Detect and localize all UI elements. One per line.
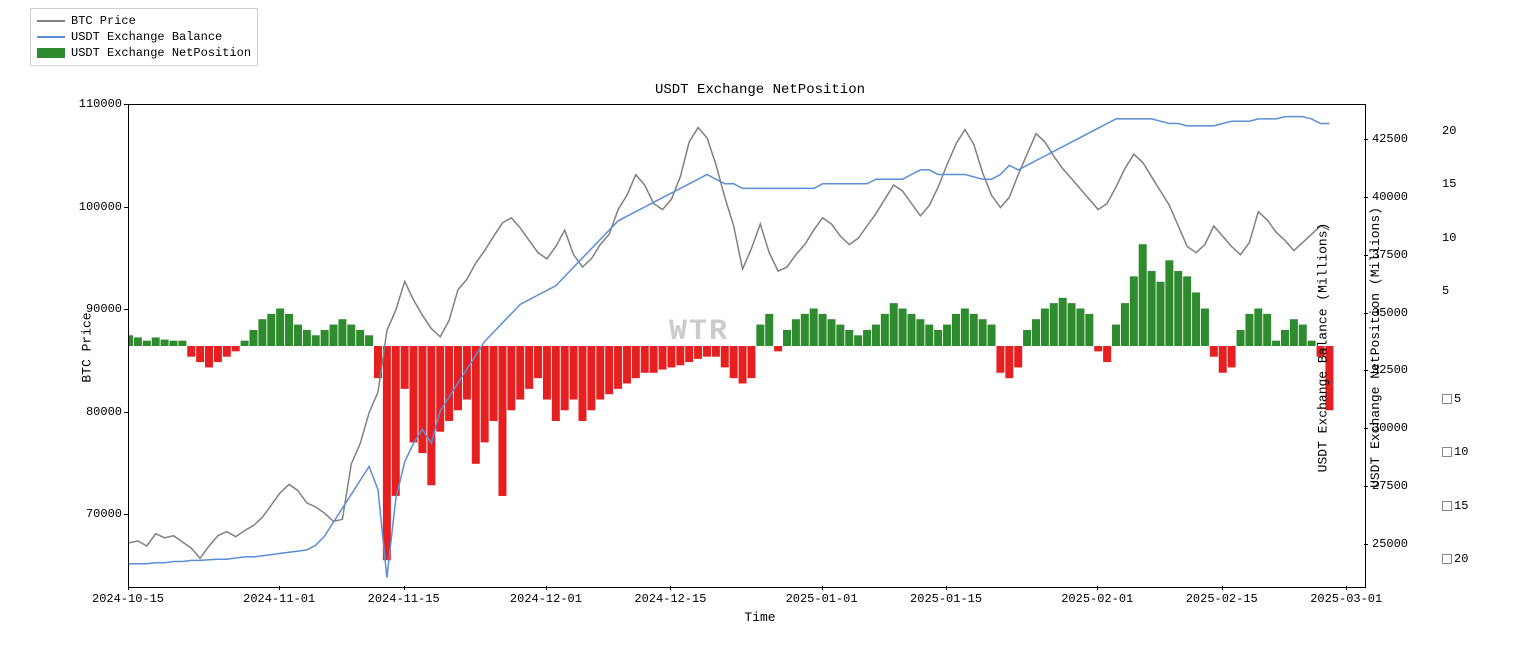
y-tick-right2-neg: 5 (1442, 392, 1461, 406)
legend-swatch (37, 20, 65, 22)
y-tick-right2: 20 (1442, 124, 1456, 138)
x-tick: 2025-02-01 (1061, 592, 1133, 606)
y-tick-left: 70000 (62, 507, 122, 521)
y-axis-label-left: BTC Price (80, 312, 95, 382)
tick-mark (124, 309, 128, 310)
chart-svg (129, 105, 1365, 587)
y-tick-right2: 10 (1442, 231, 1456, 245)
tick-mark (1364, 544, 1368, 545)
x-tick: 2024-12-01 (510, 592, 582, 606)
x-tick: 2025-02-15 (1186, 592, 1258, 606)
legend-label: USDT Exchange Balance (71, 29, 222, 45)
chart-plot-area: WTR (128, 104, 1366, 588)
y-tick-right2-neg: 15 (1442, 499, 1468, 513)
y-tick-right1: 27500 (1372, 479, 1408, 493)
y-axis-label-right1: USDT Exchange Balance (Millions) (1316, 223, 1331, 473)
y-tick-right1: 35000 (1372, 306, 1408, 320)
legend: BTC Price USDT Exchange Balance USDT Exc… (30, 8, 258, 66)
tick-mark (279, 586, 280, 590)
tick-mark (1364, 428, 1368, 429)
tick-mark (1222, 586, 1223, 590)
y-tick-right2: 15 (1442, 177, 1456, 191)
y-tick-right2: 5 (1442, 284, 1449, 298)
legend-label: USDT Exchange NetPosition (71, 45, 251, 61)
x-tick: 2024-11-15 (368, 592, 440, 606)
tick-mark (670, 586, 671, 590)
x-axis-label: Time (0, 610, 1520, 625)
y-tick-left: 90000 (62, 302, 122, 316)
tick-mark (124, 207, 128, 208)
tick-mark (1364, 486, 1368, 487)
tick-mark (1364, 370, 1368, 371)
tick-mark (1364, 197, 1368, 198)
y-tick-left: 110000 (62, 97, 122, 111)
chart-title: USDT Exchange NetPosition (0, 82, 1520, 98)
tick-mark (546, 586, 547, 590)
tick-mark (1364, 313, 1368, 314)
x-tick: 2024-10-15 (92, 592, 164, 606)
x-tick: 2024-12-15 (634, 592, 706, 606)
y-tick-right1: 32500 (1372, 363, 1408, 377)
tick-mark (1364, 139, 1368, 140)
y-tick-right1: 42500 (1372, 132, 1408, 146)
y-tick-left: 80000 (62, 405, 122, 419)
y-tick-right2-neg: 20 (1442, 552, 1468, 566)
legend-item-balance: USDT Exchange Balance (37, 29, 251, 45)
legend-item-netpos: USDT Exchange NetPosition (37, 45, 251, 61)
legend-label: BTC Price (71, 13, 136, 29)
tick-mark (822, 586, 823, 590)
y-tick-right1: 40000 (1372, 190, 1408, 204)
tick-mark (946, 586, 947, 590)
tick-mark (404, 586, 405, 590)
tick-mark (124, 412, 128, 413)
y-tick-right1: 37500 (1372, 248, 1408, 262)
x-tick: 2025-01-01 (786, 592, 858, 606)
tick-mark (1097, 586, 1098, 590)
tick-mark (124, 514, 128, 515)
tick-mark (124, 104, 128, 105)
x-tick: 2025-01-15 (910, 592, 982, 606)
legend-swatch (37, 48, 65, 58)
tick-mark (1364, 255, 1368, 256)
y-tick-right1: 30000 (1372, 421, 1408, 435)
tick-mark (1346, 586, 1347, 590)
legend-swatch (37, 36, 65, 38)
legend-item-btc: BTC Price (37, 13, 251, 29)
y-tick-right1: 25000 (1372, 537, 1408, 551)
tick-mark (128, 586, 129, 590)
x-tick: 2024-11-01 (243, 592, 315, 606)
x-tick: 2025-03-01 (1310, 592, 1382, 606)
y-tick-left: 100000 (62, 200, 122, 214)
y-tick-right2-neg: 10 (1442, 445, 1468, 459)
watermark-text: WTR (669, 315, 729, 349)
